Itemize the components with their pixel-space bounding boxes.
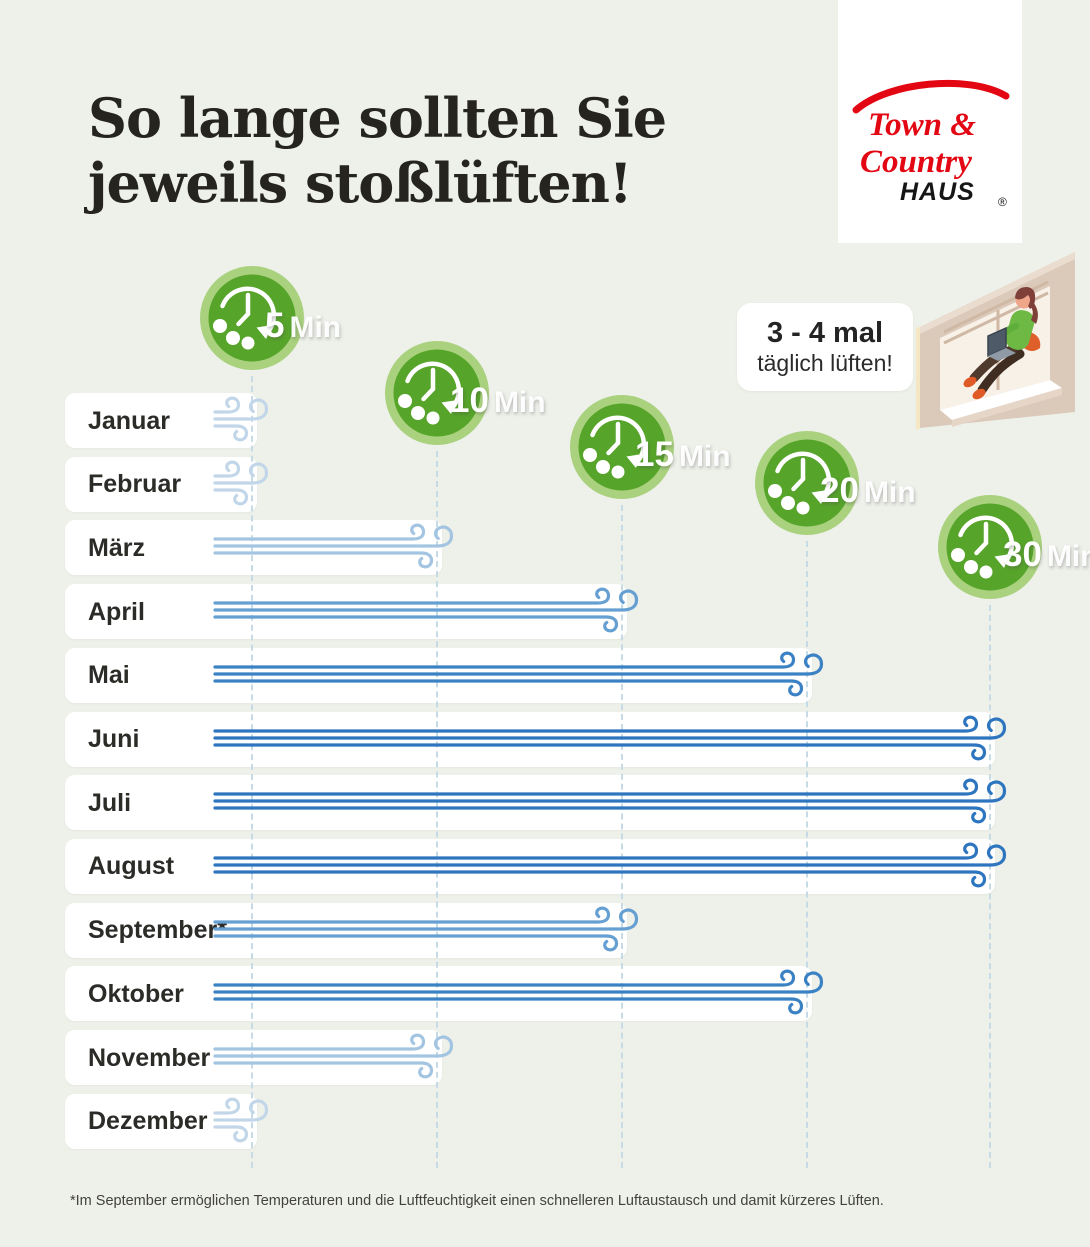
duration-unit: Min bbox=[289, 311, 342, 344]
wind-icon bbox=[213, 961, 824, 1030]
duration-label-10min: 10 Min bbox=[450, 381, 546, 421]
town-country-logo: Town & Country HAUS ® bbox=[852, 79, 1010, 209]
month-label: Juni bbox=[88, 725, 140, 753]
duration-value: 5 bbox=[265, 306, 285, 345]
month-label: Oktober bbox=[88, 979, 184, 1008]
axis-dashed-line-15min bbox=[621, 505, 623, 1168]
duration-unit: Min bbox=[678, 440, 731, 473]
duration-value: 20 bbox=[820, 471, 859, 510]
logo-swoosh bbox=[852, 79, 1010, 114]
month-label: Juli bbox=[88, 788, 132, 817]
wind-icon bbox=[213, 707, 1007, 776]
wind-icon bbox=[213, 643, 824, 712]
duration-label-5min: 5 Min bbox=[265, 306, 341, 346]
duration-value: 15 bbox=[635, 435, 674, 474]
clock-icon-30min bbox=[931, 488, 1049, 611]
month-label: Dezember bbox=[88, 1107, 208, 1136]
wind-icon bbox=[213, 515, 454, 584]
window-illustration bbox=[916, 252, 1075, 430]
logo: Town & Country HAUS ® bbox=[838, 0, 1022, 243]
duration-label-30min: 30 Min bbox=[1003, 535, 1090, 575]
month-label: April bbox=[88, 597, 145, 626]
logo-country: Country bbox=[860, 144, 972, 180]
wind-icon bbox=[213, 770, 1007, 839]
month-label: Februar bbox=[88, 470, 182, 499]
clock-icon-10min bbox=[378, 334, 496, 457]
page-title-line1: So lange sollten Sie bbox=[88, 86, 667, 150]
logo-registered-mark: ® bbox=[998, 195, 1007, 209]
frequency-callout: 3 - 4 mal täglich lüften! bbox=[737, 303, 913, 391]
wind-icon bbox=[213, 1025, 454, 1094]
duration-label-20min: 20 Min bbox=[820, 471, 916, 511]
wind-icon bbox=[213, 579, 639, 648]
wind-icon bbox=[213, 388, 269, 457]
month-label: Januar bbox=[88, 406, 170, 435]
person-torso bbox=[1005, 310, 1035, 350]
month-label: September* bbox=[88, 916, 227, 945]
logo-haus: HAUS bbox=[900, 178, 975, 206]
footnote: *Im September ermöglichen Temperaturen u… bbox=[70, 1193, 884, 1209]
duration-unit: Min bbox=[1046, 540, 1090, 573]
wind-icon bbox=[213, 1089, 269, 1158]
wind-icon bbox=[213, 898, 639, 967]
month-label: März bbox=[88, 533, 145, 562]
frequency-callout-times: 3 - 4 mal bbox=[766, 317, 884, 350]
page-title-line2: jeweils stoßlüften! bbox=[88, 150, 633, 215]
duration-label-15min: 15 Min bbox=[635, 435, 731, 475]
month-label: November bbox=[88, 1043, 211, 1072]
duration-value: 10 bbox=[450, 381, 489, 420]
clock-icon-5min bbox=[193, 259, 311, 382]
axis-dashed-line-5min bbox=[251, 376, 253, 1168]
frequency-callout-text: täglich lüften! bbox=[757, 350, 893, 377]
axis-dashed-line-30min bbox=[989, 605, 991, 1168]
month-label: August bbox=[88, 852, 175, 881]
duration-unit: Min bbox=[493, 386, 546, 419]
axis-dashed-line-20min bbox=[806, 541, 808, 1168]
wind-icon bbox=[213, 834, 1007, 903]
clock-icon-15min bbox=[563, 388, 681, 511]
logo-town: Town & bbox=[868, 107, 976, 143]
page-title: So lange sollten Sie jeweils stoßlüften! bbox=[88, 86, 667, 216]
month-label: Mai bbox=[88, 661, 130, 690]
duration-unit: Min bbox=[863, 476, 916, 509]
clock-icon-20min bbox=[748, 424, 866, 547]
duration-value: 30 bbox=[1003, 535, 1042, 574]
wind-icon bbox=[213, 452, 269, 521]
